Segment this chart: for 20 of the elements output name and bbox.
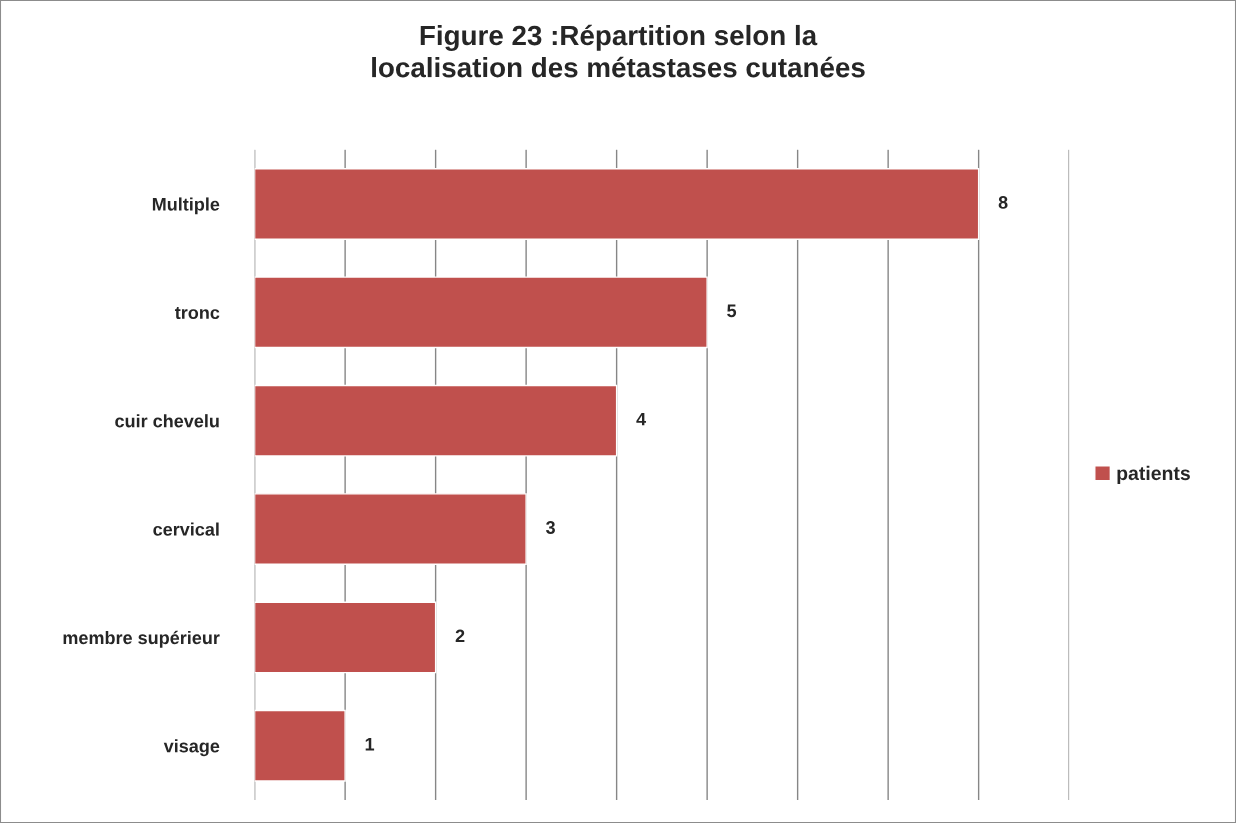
y-tick-label: cuir chevelu [115, 414, 219, 428]
bar [254, 168, 980, 240]
bar [254, 276, 708, 349]
legend-label: patients [1117, 465, 1190, 484]
bar [254, 601, 437, 674]
y-tick-label: tronc [174, 307, 220, 320]
chart-title: Figure 23 :Répartition selon la localisation des métastases cutanées [372, 24, 865, 78]
data-label: 1 [365, 738, 375, 751]
bar [254, 493, 527, 565]
y-tick-label: visage [163, 739, 220, 757]
y-tick-label: Multiple [152, 197, 220, 215]
y-tick-label: cervical [153, 522, 219, 536]
bar [254, 709, 346, 782]
data-label: 5 [727, 304, 737, 318]
data-label: 4 [636, 412, 647, 426]
data-label: 8 [998, 196, 1008, 209]
y-tick-label: membre supérieur [63, 630, 220, 648]
data-label: 3 [545, 521, 555, 534]
data-label: 2 [455, 629, 465, 643]
bar [254, 384, 618, 457]
